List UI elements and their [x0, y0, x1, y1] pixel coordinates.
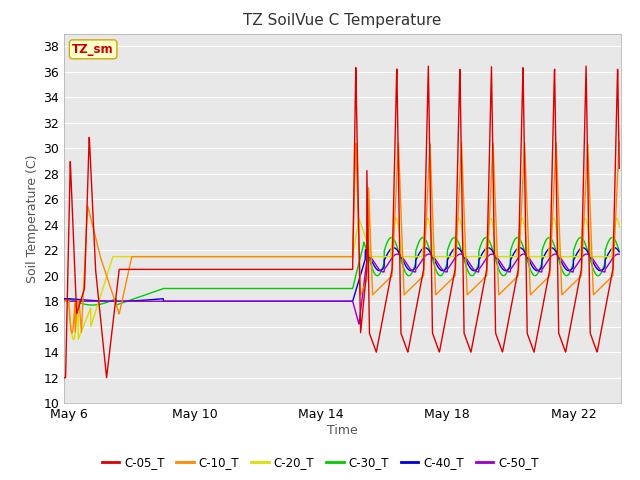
X-axis label: Time: Time	[327, 424, 358, 437]
Legend: C-05_T, C-10_T, C-20_T, C-30_T, C-40_T, C-50_T: C-05_T, C-10_T, C-20_T, C-30_T, C-40_T, …	[97, 452, 543, 474]
Y-axis label: Soil Temperature (C): Soil Temperature (C)	[26, 154, 39, 283]
Title: TZ SoilVue C Temperature: TZ SoilVue C Temperature	[243, 13, 442, 28]
Text: TZ_sm: TZ_sm	[72, 43, 114, 56]
